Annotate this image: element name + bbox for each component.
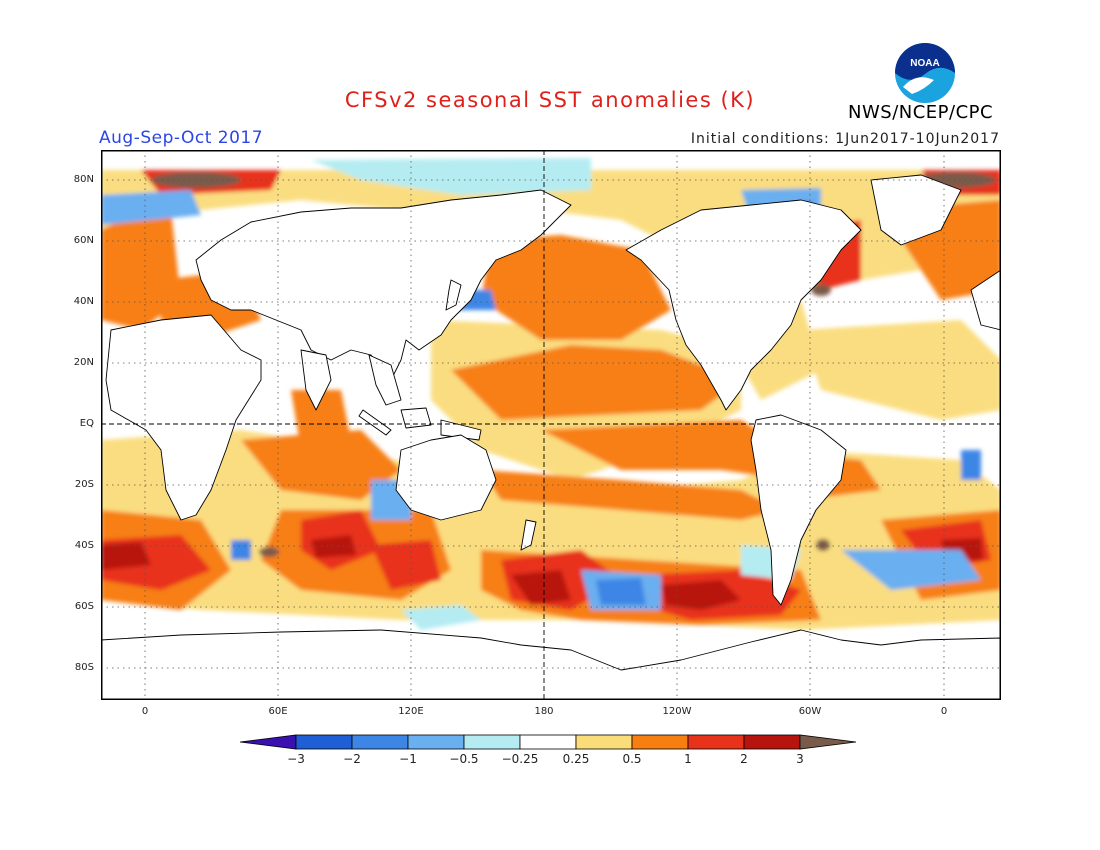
graticule — [101, 150, 1001, 700]
map-border — [101, 150, 1001, 700]
anomaly-minus0p25-layer — [311, 158, 801, 630]
lon-label-120e: 120E — [398, 706, 424, 717]
anomaly-minus1-layer — [231, 290, 981, 605]
lon-label-120w: 120W — [662, 706, 692, 717]
colorbar-label: −0.25 — [501, 752, 539, 766]
colorbar-cell — [295, 734, 353, 750]
land-antarctica — [101, 629, 1001, 700]
lat-label-40n: 40N — [73, 296, 94, 307]
land-newguinea — [440, 419, 482, 441]
colorbar-label: 0.25 — [562, 752, 590, 766]
colorbar-cell — [351, 734, 409, 750]
land-borneo — [400, 407, 432, 429]
land-africa — [105, 314, 262, 521]
colorbar-label: −2 — [343, 752, 361, 766]
colorbar-cell — [631, 734, 689, 750]
continents — [101, 174, 1001, 700]
colorbar-label: 1 — [684, 752, 692, 766]
colorbar-label: −1 — [399, 752, 417, 766]
sst-anomaly-map — [101, 150, 1001, 700]
land-europe-west — [970, 269, 1001, 331]
forecast-period: Aug-Sep-Oct 2017 — [99, 128, 264, 148]
colorbar-cell — [743, 734, 801, 750]
land-australia — [395, 434, 497, 521]
colorbar-label: 2 — [740, 752, 748, 766]
colorbar-cell — [463, 734, 521, 750]
lat-label-80s: 80S — [74, 662, 94, 673]
lat-label-80n: 80N — [73, 174, 94, 185]
land-newzealand — [520, 519, 537, 551]
colorbar-arrow-high — [799, 734, 857, 750]
colorbar-label: −0.5 — [449, 752, 479, 766]
equator-dateline — [101, 150, 1001, 700]
land-japan — [445, 279, 462, 311]
lat-label-20s: 20S — [74, 479, 94, 490]
land-eurasia — [195, 189, 572, 381]
colorbar-cell — [687, 734, 745, 750]
map-title: CFSv2 seasonal SST anomalies (K) — [344, 88, 756, 112]
colorbar-cell — [575, 734, 633, 750]
colorbar-cell — [519, 734, 577, 750]
lon-label-180: 180 — [534, 706, 554, 717]
colorbar-cell — [407, 734, 465, 750]
lon-label-60w: 60W — [798, 706, 822, 717]
lat-label-eq: EQ — [79, 418, 94, 429]
land-greenland — [870, 174, 962, 246]
noaa-logo: NOAA — [895, 43, 955, 103]
lat-label-40s: 40S — [74, 540, 94, 551]
lat-label-60n: 60N — [73, 235, 94, 246]
anomaly-2-layer — [101, 535, 983, 610]
land-sumatra — [358, 409, 392, 436]
colorbar-label: −3 — [287, 752, 305, 766]
colorbar-arrow-low — [239, 734, 297, 750]
colorbar — [239, 734, 857, 750]
lat-label-60s: 60S — [74, 601, 94, 612]
land-south-america — [750, 414, 847, 606]
agency-label: NWS/NCEP/CPC — [848, 102, 994, 123]
lon-label-0-left: 0 — [141, 706, 149, 717]
land-india — [300, 349, 332, 411]
colorbar-label: 3 — [796, 752, 804, 766]
colorbar-label: 0.5 — [622, 752, 642, 766]
lon-label-0-right: 0 — [940, 706, 948, 717]
lat-label-20n: 20N — [73, 357, 94, 368]
noaa-logo-text: NOAA — [910, 58, 939, 69]
land-north-america — [625, 199, 862, 411]
lon-label-60e: 60E — [268, 706, 288, 717]
initial-conditions: Initial conditions: 1Jun2017-10Jun2017 — [690, 131, 1000, 147]
